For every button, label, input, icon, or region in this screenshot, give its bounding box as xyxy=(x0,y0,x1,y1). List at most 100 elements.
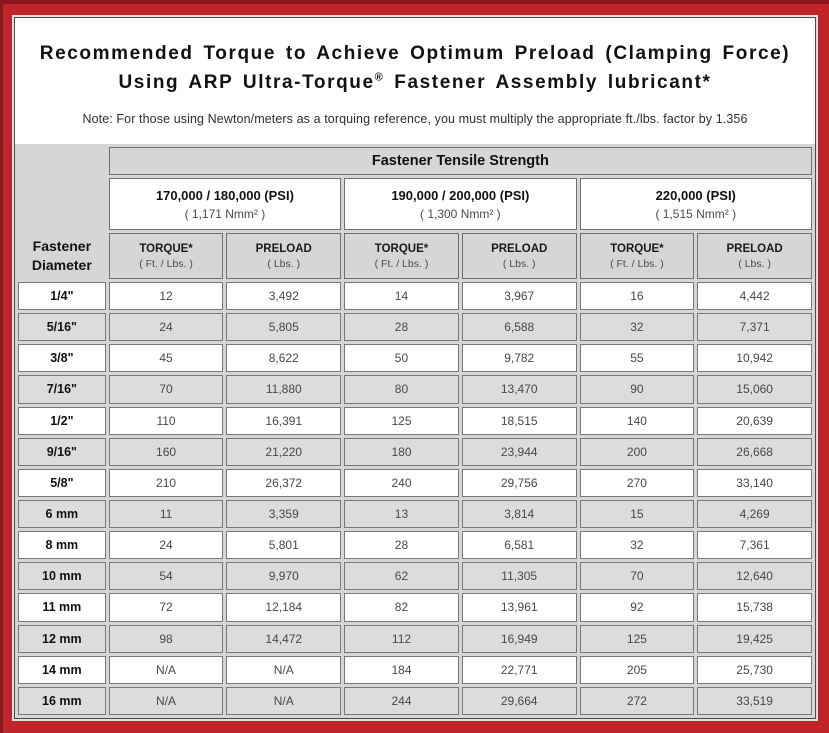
table-row: 11 mm 72 12,184 82 13,961 92 15,738 xyxy=(18,593,812,622)
torque-value-cell: 28 xyxy=(344,313,459,342)
table-row: 12 mm 98 14,472 112 16,949 125 19,425 xyxy=(18,624,812,653)
psi-value: 190,000 / 200,000 (PSI) xyxy=(391,187,530,203)
diameter-cell: 16 mm xyxy=(18,686,106,715)
torque-value-cell: 11 xyxy=(108,499,224,529)
torque-value-cell: 16 xyxy=(579,282,695,311)
preload-value-cell: 6,588 xyxy=(461,313,577,342)
preload-value-cell: 12,640 xyxy=(697,562,812,591)
diameter-cell: 14 mm xyxy=(18,655,106,684)
preload-value-cell: 12,184 xyxy=(226,593,342,622)
torque-value-cell: 92 xyxy=(579,593,695,622)
preload-value-cell: 6,581 xyxy=(461,531,577,560)
preload-value-cell: 10,942 xyxy=(697,344,812,373)
preload-value-cell: 29,664 xyxy=(461,686,577,715)
torque-value-cell: 184 xyxy=(344,655,459,684)
preload-value-cell: 15,738 xyxy=(697,593,812,622)
table-row: 5/8" 210 26,372 240 29,756 270 33,140 xyxy=(18,468,812,497)
torque-value-cell: 125 xyxy=(579,624,695,653)
psi-header-row: 170,000 / 180,000 (PSI) ( 1,171 Nmm² ) 1… xyxy=(18,178,812,230)
torque-value-cell: 14 xyxy=(344,282,459,311)
spacer-cell xyxy=(18,147,106,175)
torque-value-cell: 140 xyxy=(579,406,695,435)
preload-value-cell: 3,359 xyxy=(226,499,342,529)
preload-value-cell: 11,305 xyxy=(461,562,577,591)
torque-value-cell: 125 xyxy=(344,406,459,435)
torque-value-cell: 55 xyxy=(579,344,695,373)
table-row: 10 mm 54 9,970 62 11,305 70 12,640 xyxy=(18,562,812,591)
diameter-cell: 11 mm xyxy=(18,593,106,622)
torque-value-cell: 72 xyxy=(108,593,224,622)
sub-header-row: Fastener Diameter TORQUE* ( Ft. / Lbs. )… xyxy=(18,233,812,279)
preload-value-cell: 14,472 xyxy=(226,624,342,653)
preload-value-cell: 4,269 xyxy=(697,499,812,529)
preload-value-cell: 9,782 xyxy=(461,344,577,373)
preload-column-header: PRELOAD ( Lbs. ) xyxy=(697,233,812,279)
table-row: 1/2" 110 16,391 125 18,515 140 20,639 xyxy=(18,406,812,435)
fastener-diameter-header: Fastener Diameter xyxy=(31,238,92,273)
diameter-cell: 5/16" xyxy=(18,313,106,342)
table-row: 14 mm N/A N/A 184 22,771 205 25,730 xyxy=(18,655,812,684)
torque-column-header: TORQUE* ( Ft. / Lbs. ) xyxy=(579,233,695,279)
torque-value-cell: 54 xyxy=(108,562,224,591)
title-line1: Recommended Torque to Achieve Optimum Pr… xyxy=(39,43,791,64)
nmm-value: ( 1,171 Nmm² ) xyxy=(184,206,266,221)
preload-value-cell: 3,814 xyxy=(461,499,577,529)
torque-value-cell: 200 xyxy=(579,437,695,466)
preload-value-cell: 33,140 xyxy=(697,468,812,497)
psi-value: 170,000 / 180,000 (PSI) xyxy=(155,187,294,203)
torque-value-cell: 62 xyxy=(344,562,459,591)
preload-value-cell: 19,425 xyxy=(697,624,812,653)
torque-column-header: TORQUE* ( Ft. / Lbs. ) xyxy=(344,233,459,279)
tensile-strength-header: Fastener Tensile Strength xyxy=(108,147,812,175)
torque-value-cell: 244 xyxy=(344,686,459,715)
registered-trademark-symbol: ® xyxy=(374,72,385,85)
preload-value-cell: 9,970 xyxy=(226,562,342,591)
table-row: 3/8" 45 8,622 50 9,782 55 10,942 xyxy=(18,344,812,373)
preload-value-cell: 3,967 xyxy=(461,282,577,311)
nmm-value: ( 1,515 Nmm² ) xyxy=(655,206,737,221)
torque-value-cell: 272 xyxy=(579,686,695,715)
torque-value-cell: 24 xyxy=(108,531,224,560)
table-row: 9/16" 160 21,220 180 23,944 200 26,668 xyxy=(18,437,812,466)
torque-value-cell: 82 xyxy=(344,593,459,622)
torque-value-cell: 32 xyxy=(579,531,695,560)
psi-header-group-2: 190,000 / 200,000 (PSI) ( 1,300 Nmm² ) xyxy=(344,178,577,230)
preload-value-cell: 29,756 xyxy=(461,468,577,497)
preload-value-cell: 18,515 xyxy=(461,406,577,435)
torque-value-cell: 210 xyxy=(108,468,224,497)
torque-value-cell: 70 xyxy=(579,562,695,591)
document-page: Recommended Torque to Achieve Optimum Pr… xyxy=(12,15,818,721)
preload-column-header: PRELOAD ( Lbs. ) xyxy=(226,233,342,279)
diameter-cell: 8 mm xyxy=(18,531,106,560)
psi-header-group-3: 220,000 (PSI) ( 1,515 Nmm² ) xyxy=(579,178,812,230)
table-body: Fastener Tensile Strength 170,000 / 180,… xyxy=(18,147,812,715)
diameter-cell: 10 mm xyxy=(18,562,106,591)
torque-value-cell: 50 xyxy=(344,344,459,373)
preload-column-header: PRELOAD ( Lbs. ) xyxy=(461,233,577,279)
torque-value-cell: 32 xyxy=(579,313,695,342)
preload-value-cell: 26,668 xyxy=(697,437,812,466)
table-row: 7/16" 70 11,880 80 13,470 90 15,060 xyxy=(18,375,812,404)
preload-value-cell: 5,801 xyxy=(226,531,342,560)
table-row: 8 mm 24 5,801 28 6,581 32 7,361 xyxy=(18,531,812,560)
diameter-cell: 3/8" xyxy=(18,344,106,373)
torque-value-cell: 160 xyxy=(108,437,224,466)
torque-value-cell: 110 xyxy=(108,406,224,435)
title-block: Recommended Torque to Achieve Optimum Pr… xyxy=(15,18,815,144)
preload-value-cell: N/A xyxy=(226,655,342,684)
table-row: 6 mm 11 3,359 13 3,814 15 4,269 xyxy=(18,499,812,529)
preload-value-cell: 22,771 xyxy=(461,655,577,684)
preload-value-cell: 7,361 xyxy=(697,531,812,560)
torque-value-cell: 28 xyxy=(344,531,459,560)
diameter-cell: 1/2" xyxy=(18,406,106,435)
torque-table: Fastener Tensile Strength 170,000 / 180,… xyxy=(15,144,815,718)
torque-value-cell: 205 xyxy=(579,655,695,684)
main-header-row: Fastener Tensile Strength xyxy=(18,147,812,175)
diameter-cell: 1/4" xyxy=(18,282,106,311)
torque-value-cell: 45 xyxy=(108,344,224,373)
preload-value-cell: 13,961 xyxy=(461,593,577,622)
torque-value-cell: 240 xyxy=(344,468,459,497)
torque-value-cell: 180 xyxy=(344,437,459,466)
preload-value-cell: 3,492 xyxy=(226,282,342,311)
torque-value-cell: N/A xyxy=(108,655,224,684)
